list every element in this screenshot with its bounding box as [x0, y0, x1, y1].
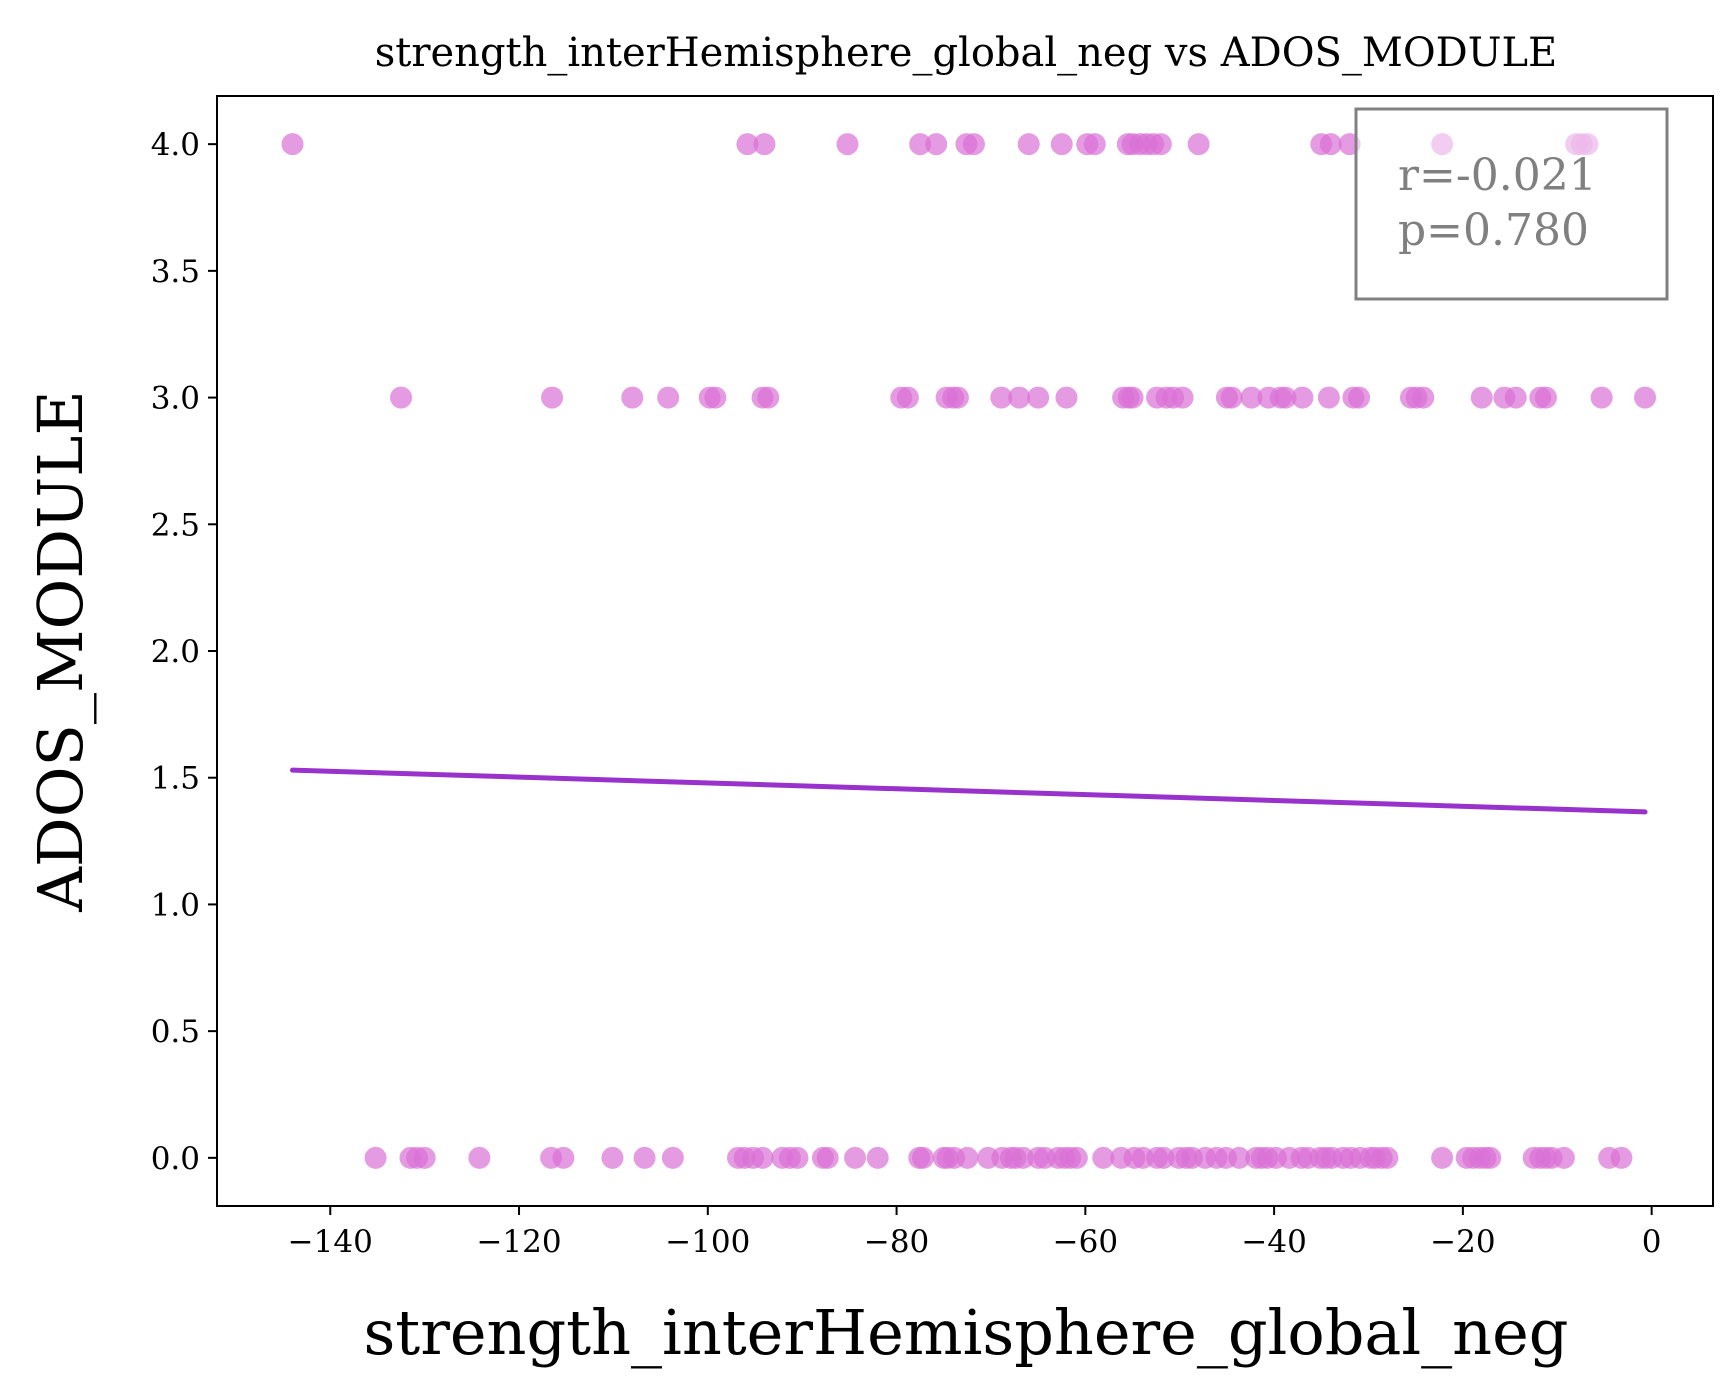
data-point — [1083, 133, 1106, 156]
fit-line-layer — [290, 767, 1648, 815]
x-tick-label: −60 — [1053, 1224, 1118, 1260]
x-tick-label: −20 — [1430, 1224, 1495, 1260]
y-tick-label: 1.5 — [151, 761, 200, 797]
stats-r-value: r=-0.021 — [1398, 150, 1597, 201]
data-point — [541, 386, 564, 409]
stats-p-value: p=0.780 — [1398, 205, 1589, 256]
data-point — [1479, 1146, 1502, 1169]
data-point — [1055, 386, 1078, 409]
y-tick-label: 0.0 — [151, 1141, 200, 1177]
data-point — [281, 133, 304, 156]
data-point — [1152, 1146, 1175, 1169]
chart-title: strength_interHemisphere_global_neg vs A… — [375, 30, 1557, 76]
stats-box-frame — [1354, 107, 1669, 301]
y-tick-label: 3.5 — [151, 254, 200, 290]
x-axis-title: strength_interHemisphere_global_neg — [363, 1296, 1568, 1369]
data-point — [990, 386, 1013, 409]
data-point — [896, 386, 919, 409]
data-point — [1121, 386, 1144, 409]
data-point — [1171, 386, 1194, 409]
stats-box: r=-0.021 p=0.780 — [1354, 107, 1669, 301]
data-point — [468, 1146, 491, 1169]
data-point — [753, 133, 776, 156]
y-tick-label: 2.0 — [151, 634, 200, 670]
data-point — [1092, 1146, 1115, 1169]
data-point — [1534, 386, 1557, 409]
data-point — [621, 386, 644, 409]
x-tick-label: −40 — [1241, 1224, 1306, 1260]
x-tick-label: −120 — [476, 1224, 561, 1260]
data-point — [1240, 386, 1263, 409]
data-point — [1017, 133, 1040, 156]
data-point — [844, 1146, 867, 1169]
y-tick-label: 0.5 — [151, 1014, 200, 1050]
data-point — [1008, 386, 1031, 409]
data-point — [1065, 1146, 1088, 1169]
data-point — [390, 386, 413, 409]
data-point — [1431, 1146, 1454, 1169]
data-point — [956, 1146, 979, 1169]
data-point — [786, 1146, 809, 1169]
data-point — [1187, 133, 1210, 156]
data-point — [757, 386, 780, 409]
data-point — [1050, 133, 1073, 156]
data-point — [661, 1146, 684, 1169]
data-point — [601, 1146, 624, 1169]
x-tick-label: −100 — [665, 1224, 750, 1260]
data-point — [1376, 1146, 1399, 1169]
data-point — [1319, 133, 1342, 156]
data-point — [1274, 386, 1297, 409]
x-tick-label: −140 — [288, 1224, 373, 1260]
data-point — [1412, 386, 1435, 409]
data-point — [1317, 386, 1340, 409]
x-tick-label: −80 — [864, 1224, 929, 1260]
data-point — [946, 386, 969, 409]
data-point — [1027, 386, 1050, 409]
data-point — [1634, 386, 1657, 409]
data-point — [1149, 133, 1172, 156]
x-tick-label: 0 — [1642, 1224, 1662, 1260]
y-tick-label: 2.5 — [151, 507, 200, 543]
data-point — [704, 386, 727, 409]
data-point — [1348, 386, 1371, 409]
regression-line — [290, 767, 1648, 815]
data-point — [1291, 386, 1314, 409]
data-point — [1012, 1146, 1035, 1169]
y-axis-title: ADOS_MODULE — [24, 390, 97, 913]
data-point — [413, 1146, 436, 1169]
data-point — [1610, 1146, 1633, 1169]
y-axis-ticks: 0.0 0.5 1.0 1.5 2.0 2.5 3.0 3.5 4.0 — [151, 127, 217, 1177]
data-point — [909, 133, 932, 156]
data-point — [836, 133, 859, 156]
data-point — [751, 1146, 774, 1169]
data-point — [1552, 1146, 1575, 1169]
y-tick-label: 1.0 — [151, 887, 200, 923]
points-layer — [281, 133, 1657, 1169]
data-point — [1228, 1146, 1251, 1169]
data-point — [552, 1146, 575, 1169]
data-point — [1504, 386, 1527, 409]
x-axis-ticks: −140 −120 −100 −80 −60 −40 −20 0 — [288, 1206, 1662, 1260]
data-point — [1220, 386, 1243, 409]
data-point — [925, 133, 948, 156]
data-point — [364, 1146, 387, 1169]
data-point — [1470, 386, 1493, 409]
data-point — [962, 133, 985, 156]
data-point — [633, 1146, 656, 1169]
y-tick-label: 4.0 — [151, 127, 200, 163]
data-point — [736, 133, 759, 156]
data-point — [816, 1146, 839, 1169]
data-point — [866, 1146, 889, 1169]
data-point — [911, 1146, 934, 1169]
data-point — [657, 386, 680, 409]
data-point — [1590, 386, 1613, 409]
y-tick-label: 3.0 — [151, 381, 200, 417]
